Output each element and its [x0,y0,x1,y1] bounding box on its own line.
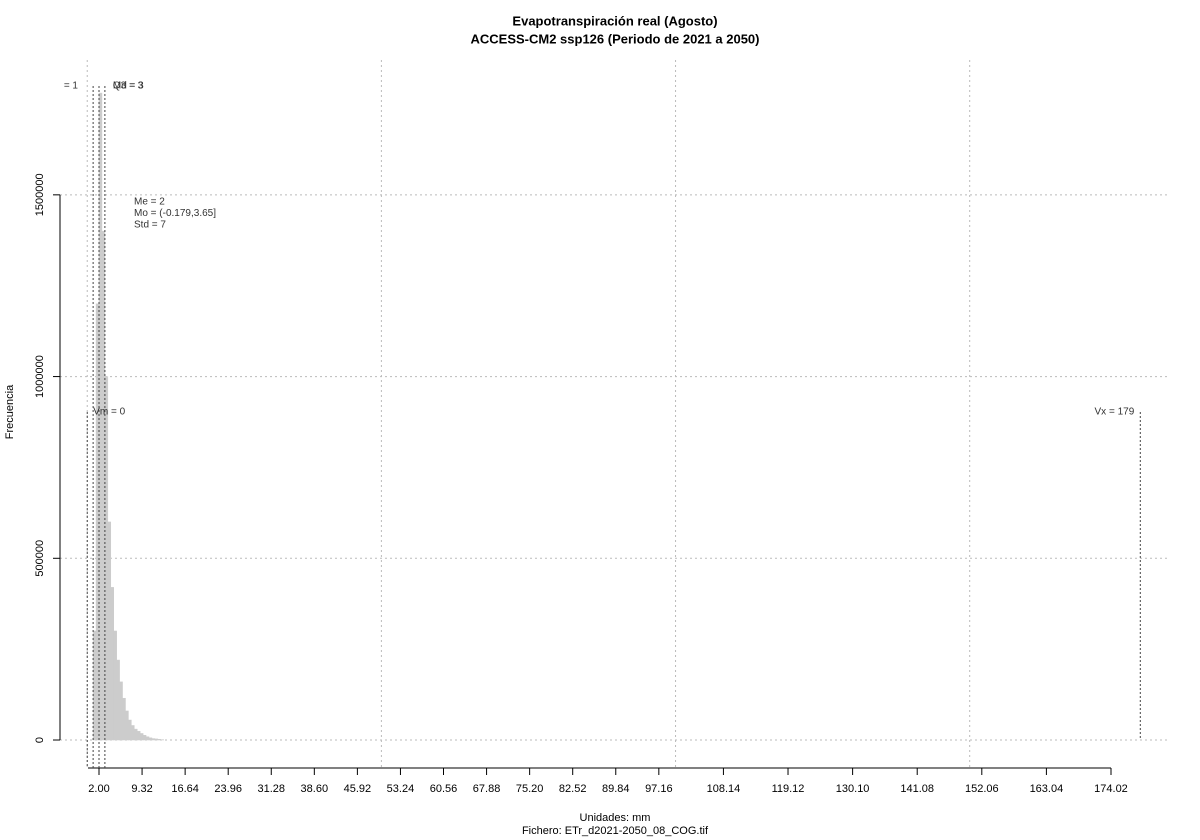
x-tick-label: 75.20 [516,783,544,795]
x-tick-label: 2.00 [88,783,109,795]
stat-label: Mo = (-0.179,3.65] [134,208,216,219]
bar [128,719,132,741]
chart-title: Evapotranspiración real (Agosto) [512,13,717,28]
bar [142,735,147,741]
x-tick-label: 67.88 [473,783,501,795]
bar [154,738,159,741]
y-tick-label: 1500000 [34,173,46,216]
x-tick-label: 130.10 [836,783,870,795]
x-tick-label: 31.28 [257,783,285,795]
reference-label: Q3 = 3 [113,81,144,92]
x-tick-label: 53.24 [387,783,415,795]
x-tick-label: 16.64 [171,783,199,795]
bar [116,659,120,741]
x-tick-label: 152.06 [965,783,999,795]
x-tick-label: 141.08 [900,783,934,795]
bar [151,738,156,741]
bar [119,681,123,741]
caption: Fichero: ETr_d2021-2050_08_COG.tif [522,825,709,837]
x-tick-label: 174.02 [1094,783,1128,795]
x-tick-label: 119.12 [772,783,805,795]
bar [145,736,150,741]
bar [110,587,114,741]
x-tick-label: 163.04 [1030,783,1064,795]
x-tick-label: 38.60 [301,783,329,795]
chart-subtitle: ACCESS-CM2 ssp126 (Periodo de 2021 a 205… [470,31,759,46]
y-tick-label: 500000 [34,540,46,577]
bar [139,733,144,741]
x-tick-label: 45.92 [344,783,372,795]
y-tick-label: 0 [34,737,46,743]
bar [136,731,141,741]
x-tick-label: 89.84 [602,783,630,795]
y-tick-label: 1000000 [34,355,46,398]
bar [113,630,117,741]
x-tick-label: 60.56 [430,783,458,795]
y-axis-title: Frecuencia [4,384,16,439]
x-tick-label: 82.52 [559,783,587,795]
reference-label: Vx = 179 [1095,407,1135,418]
reference-label: Vm = 0 [93,407,125,418]
x-tick-label: 108.14 [707,783,741,795]
x-tick-label: 97.16 [645,783,673,795]
stat-label: Me = 2 [134,197,165,208]
x-tick-label: 9.32 [131,783,152,795]
bar [131,725,135,741]
stat-label: Std = 7 [134,220,166,231]
bar [125,710,129,741]
bar [157,739,162,741]
bar [148,737,153,741]
bar [122,697,126,741]
bar [107,521,112,741]
bar [134,728,138,741]
x-axis-title: Unidades: mm [580,812,651,824]
x-tick-label: 23.96 [214,783,242,795]
reference-label: = 1 [64,81,79,92]
reference-label: Md = 3 [113,81,144,92]
